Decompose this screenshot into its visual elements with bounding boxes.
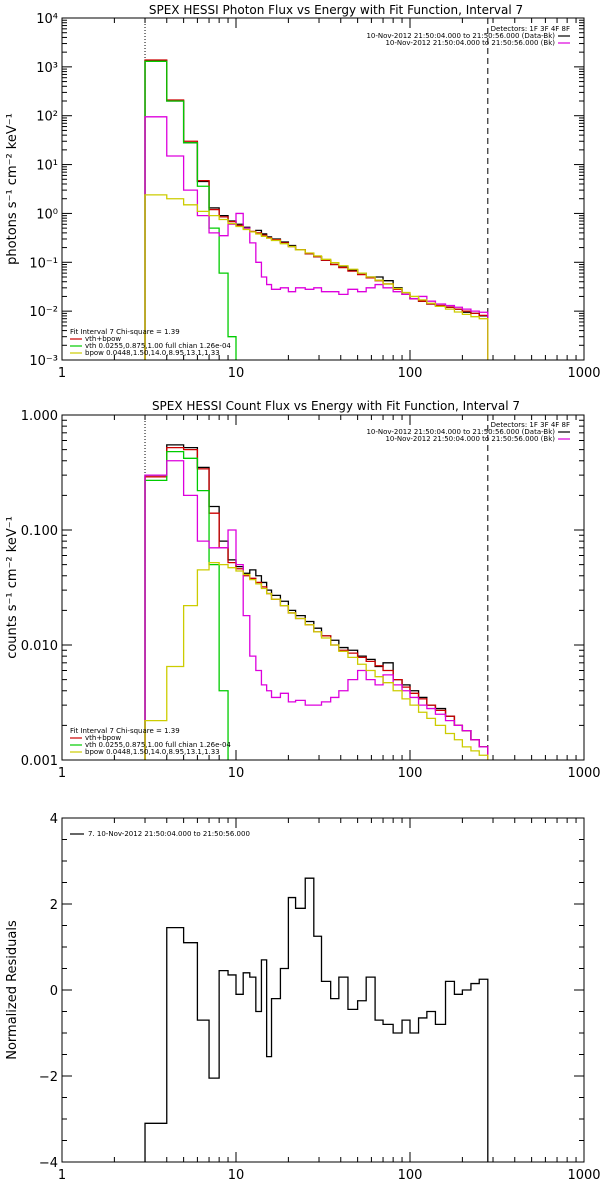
y-tick-label: 10¹ [36,159,58,174]
y-tick-label: 2 [50,898,58,913]
x-tick-label: 1 [58,1168,66,1183]
residuals-series [144,877,489,1162]
photon-flux-ticks: 1 10 100 1000 10⁻³ 10⁻² 10⁻¹ 10⁰ 10¹ 10² 10³ 10⁴ [29,12,600,381]
y-tick-label: −4 [39,1156,58,1171]
y-tick-label: 0.010 [21,639,58,654]
y-tick-label: 10³ [36,61,58,76]
count-flux-ylabel: counts s⁻¹ cm⁻² keV⁻¹ [5,516,20,659]
legend-vth: vth 0.0255,0.875,1.00 full chian 1.26e-0… [85,741,231,749]
y-tick-label: 10⁻² [29,305,58,320]
series-2-line [144,60,237,360]
photon-flux-vlines [144,18,489,360]
count-flux-ticks: 1 10 100 1000 0.001 0.010 0.100 1.000 [21,409,600,781]
series-1-line [144,59,489,360]
y-tick-label: 10⁴ [36,12,58,27]
series-3-line [144,460,489,760]
photon-flux-legend-top: Detectors: 1F 3F 4F 8F 10-Nov-2012 21:50… [366,25,570,47]
residuals-legend-label: 7. 10-Nov-2012 21:50:04.000 to 21:50:56.… [88,830,250,838]
legend-vth-bpow: vth+bpow [85,335,121,343]
count-flux-legend-top: Detectors: 1F 3F 4F 8F 10-Nov-2012 21:50… [366,421,570,443]
photon-flux-title: SPEX HESSI Photon Flux vs Energy with Fi… [149,3,523,17]
series-0-line [144,444,489,760]
x-tick-label: 100 [398,1168,423,1183]
y-tick-label: 10² [36,110,58,125]
legend-bk: 10-Nov-2012 21:50:04.000 to 21:50:56.000… [385,39,555,47]
legend-fit-interval: Fit Interval 7 Chi-square = 1.39 [70,328,180,336]
y-tick-label: 1.000 [21,409,58,424]
count-flux-frame [61,414,585,761]
residuals-legend: 7. 10-Nov-2012 21:50:04.000 to 21:50:56.… [70,830,250,838]
x-tick-label: 1000 [567,366,600,381]
x-tick-label: 1000 [567,1168,600,1183]
x-tick-label: 1000 [567,766,600,781]
residuals-panel: 1 10 100 1000 −4 −2 0 2 4 Normalized Residuals 7… [5,812,600,1183]
y-tick-label: −2 [39,1070,58,1085]
legend-detectors: Detectors: 1F 3F 4F 8F [491,421,570,429]
residuals-frame [61,817,585,1163]
y-tick-label: 0.100 [21,524,58,539]
y-tick-label: 10⁻³ [29,354,58,369]
legend-bpow: bpow 0.0448,1.50,14.0,8.95,13.1,1.33 [85,748,220,756]
series-4-line [144,562,489,760]
legend-bpow: bpow 0.0448,1.50,14.0,8.95,13.1,1.33 [85,349,220,357]
legend-vth: vth 0.0255,0.875,1.00 full chian 1.26e-0… [85,342,231,350]
photon-flux-series [144,59,489,360]
count-flux-legend-bottom: Fit Interval 7 Chi-square = 1.39 vth+bpo… [70,727,231,756]
series-0-line [144,59,489,360]
x-tick-label: 100 [398,366,423,381]
count-flux-series [144,444,489,760]
legend-detectors: Detectors: 1F 3F 4F 8F [491,25,570,33]
series-2-line [144,451,237,760]
legend-bk: 10-Nov-2012 21:50:04.000 to 21:50:56.000… [385,435,555,443]
y-tick-label: 0.001 [21,754,58,769]
residuals-ylabel: Normalized Residuals [5,920,20,1060]
x-tick-label: 1 [58,366,66,381]
photon-flux-legend-bottom: Fit Interval 7 Chi-square = 1.39 vth+bpo… [70,328,231,357]
count-flux-vlines [144,415,489,760]
legend-fit-interval: Fit Interval 7 Chi-square = 1.39 [70,727,180,735]
count-flux-title: SPEX HESSI Count Flux vs Energy with Fit… [152,399,520,413]
count-flux-panel: SPEX HESSI Count Flux vs Energy with Fit… [5,399,600,781]
x-tick-label: 10 [228,1168,245,1183]
y-tick-label: 4 [50,812,58,827]
y-tick-label: 0 [50,984,58,999]
x-tick-label: 1 [58,766,66,781]
legend-vth-bpow: vth+bpow [85,734,121,742]
x-tick-label: 10 [228,366,245,381]
series-0-line [144,877,489,1162]
series-3-line [144,116,489,360]
y-tick-label: 10⁰ [36,207,58,222]
photon-flux-panel: SPEX HESSI Photon Flux vs Energy with Fi… [5,3,600,381]
photon-flux-frame [61,17,585,361]
legend-data-bk: 10-Nov-2012 21:50:04.000 to 21:50:56.000… [366,32,555,40]
series-4-line [144,194,489,360]
photon-flux-ylabel: photons s⁻¹ cm⁻² keV⁻¹ [5,113,20,265]
legend-data-bk: 10-Nov-2012 21:50:04.000 to 21:50:56.000… [366,428,555,436]
x-tick-label: 10 [228,766,245,781]
series-1-line [144,447,489,760]
x-tick-label: 100 [398,766,423,781]
y-tick-label: 10⁻¹ [29,256,58,271]
residuals-ticks: 1 10 100 1000 −4 −2 0 2 4 [39,812,600,1183]
